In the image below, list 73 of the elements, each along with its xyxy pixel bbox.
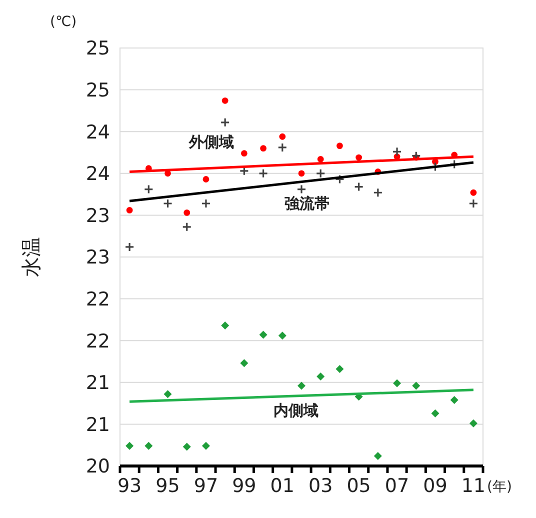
x-tick-label: 11	[461, 475, 486, 497]
point	[373, 188, 383, 198]
point	[316, 372, 325, 381]
point	[124, 242, 134, 252]
point	[182, 222, 192, 232]
y-tick-label: 25	[86, 38, 110, 60]
point	[258, 168, 268, 178]
y-tick-label: 23	[86, 204, 110, 227]
x-tick-label: 93	[117, 475, 142, 497]
point	[164, 390, 172, 398]
x-axis-title: (年)	[487, 479, 512, 495]
y-axis-title: 水温	[19, 237, 43, 277]
y-tick-label: 22	[86, 330, 110, 352]
point	[334, 174, 345, 184]
point	[354, 182, 364, 192]
point	[279, 133, 286, 140]
point	[298, 170, 305, 177]
point	[239, 166, 249, 176]
point	[356, 154, 362, 161]
point	[221, 322, 230, 330]
y-tick-label: 22	[86, 288, 110, 310]
point	[220, 118, 230, 128]
x-tick-label: 95	[156, 475, 180, 497]
point	[336, 365, 344, 374]
series-label: 内側域	[273, 401, 318, 420]
x-tick-label: 97	[194, 475, 218, 497]
y-tick-label: 23	[86, 246, 110, 269]
point	[182, 442, 191, 451]
point	[393, 379, 402, 388]
point	[450, 396, 458, 404]
point	[222, 97, 228, 104]
point	[298, 382, 306, 390]
point	[469, 419, 478, 428]
x-tick-label: 09	[423, 475, 448, 497]
point	[201, 198, 211, 208]
y-tick-label: 21	[86, 414, 110, 436]
point	[468, 198, 478, 208]
point	[144, 442, 153, 450]
y-tick-label: 24	[86, 121, 110, 144]
y-tick-label: 24	[86, 163, 110, 186]
x-tick-label: 03	[308, 475, 333, 497]
point	[412, 382, 420, 390]
point	[202, 442, 210, 450]
point	[259, 330, 268, 339]
y-tick-label: 20	[86, 456, 110, 478]
text: (℃)	[50, 14, 77, 30]
point	[144, 184, 154, 194]
point	[126, 442, 134, 450]
series-label: 外側域	[188, 133, 234, 152]
point	[260, 145, 266, 152]
x-tick-label: 01	[270, 475, 294, 497]
point	[202, 176, 210, 182]
point	[278, 332, 286, 340]
point	[184, 209, 190, 216]
point	[296, 184, 306, 194]
x-tick-label: 05	[346, 475, 371, 497]
x-tick-label: 07	[384, 475, 410, 497]
point	[278, 142, 288, 152]
point	[470, 189, 477, 196]
series-label: 強流帯	[284, 194, 330, 213]
y-tick-label: 21	[86, 372, 110, 394]
point	[431, 409, 440, 418]
point	[316, 168, 326, 178]
y-tick-label: 25	[86, 79, 110, 102]
point	[392, 146, 402, 156]
point	[374, 452, 382, 460]
point	[240, 359, 248, 368]
point	[240, 150, 248, 157]
x-tick-label: 99	[232, 475, 256, 497]
point	[317, 156, 324, 162]
point	[126, 206, 133, 214]
point	[336, 142, 343, 150]
point	[162, 198, 173, 208]
